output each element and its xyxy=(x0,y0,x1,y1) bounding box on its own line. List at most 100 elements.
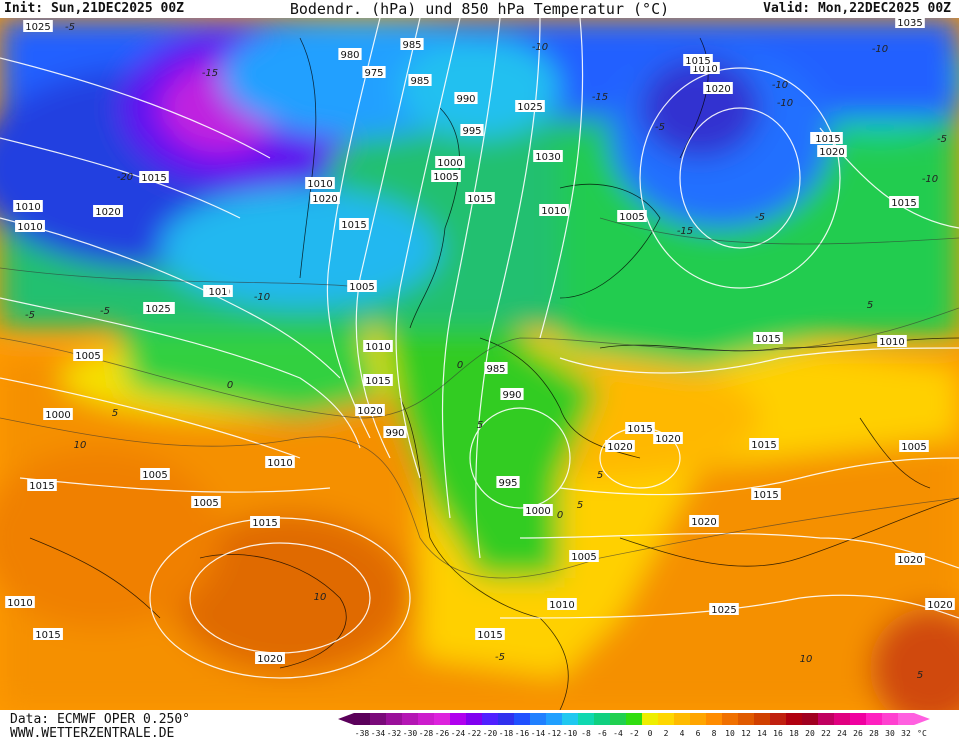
legend-tick-label: -12 xyxy=(546,729,562,738)
isobar-label: 1025 xyxy=(145,304,170,315)
isobar-label: 1015 xyxy=(627,424,652,435)
isotherm-label: -15 xyxy=(202,68,218,79)
isobar-label-bg xyxy=(255,652,285,664)
isobar-label: 1015 xyxy=(365,376,390,387)
isobar-label-bg xyxy=(454,92,478,104)
legend-swatch xyxy=(514,713,530,725)
isobar-label: 1020 xyxy=(927,600,952,611)
isobar-label: 1020 xyxy=(897,555,922,566)
legend-tick-label: -28 xyxy=(418,729,434,738)
isobar-label-bg xyxy=(27,479,57,491)
isobar-label-bg xyxy=(383,426,407,438)
temperature-shading xyxy=(0,18,959,728)
isotherm-label: -15 xyxy=(592,92,608,103)
isotherm-label: -5 xyxy=(100,306,110,317)
isobar-label: 1015 xyxy=(252,518,277,529)
legend-tick-label: 10 xyxy=(725,729,735,738)
legend-swatch xyxy=(370,713,386,725)
legend-swatch xyxy=(610,713,626,725)
isobar-label-bg xyxy=(484,362,508,374)
isobar-label: 1015 xyxy=(29,481,54,492)
isobar-label: 1005 xyxy=(901,442,926,453)
isobar-label: 1025 xyxy=(711,605,736,616)
isobar-label-bg xyxy=(191,496,221,508)
isobar-label: 985 xyxy=(410,76,429,87)
isobar-label: 1025 xyxy=(517,102,542,113)
isobar-label: 1020 xyxy=(705,84,730,95)
isobar-label: 995 xyxy=(462,126,481,137)
isobars xyxy=(0,17,959,679)
legend-tick-label: -34 xyxy=(370,729,386,738)
legend-swatch xyxy=(674,713,690,725)
legend-tick-label: 12 xyxy=(741,729,751,738)
legend-swatch xyxy=(770,713,786,725)
isotherm-label: -10 xyxy=(777,98,793,109)
isotherm-label: -10 xyxy=(254,292,270,303)
isobar-label-bg xyxy=(250,516,280,528)
isotherm-label: 0 xyxy=(557,510,563,521)
isobar-label-bg xyxy=(362,66,386,78)
data-source: Data: ECMWF OPER 0.250° xyxy=(10,712,191,727)
isobar-label: 1020 xyxy=(357,406,382,417)
legend-swatch xyxy=(418,713,434,725)
isobar-label: 1010 xyxy=(17,222,42,233)
legend-tick-label: -26 xyxy=(434,729,450,738)
legend-tick-label: 16 xyxy=(773,729,783,738)
legend-swatch xyxy=(658,713,674,725)
isotherm-labels: -5 -10 -15 -20 -5 -15 -10 -5 0 5 10 -5 -10 0 5 10 -5 -10 -… xyxy=(25,22,947,681)
isobar-label: 1035 xyxy=(897,18,922,29)
legend-arrow-right xyxy=(914,713,930,725)
legend-swatch xyxy=(866,713,882,725)
legend-tick-label: 24 xyxy=(837,729,847,738)
isobar-label: 1015 xyxy=(141,173,166,184)
isobar-label-bg xyxy=(460,124,484,136)
isobar-label-bg xyxy=(310,192,340,204)
isobar-label-bg xyxy=(143,302,173,314)
isotherm-label: 10 xyxy=(314,592,327,603)
isobar-label: 1015 xyxy=(891,198,916,209)
isobar-label: 1020 xyxy=(95,207,120,218)
isobar-label: 1010 xyxy=(541,206,566,217)
isobar-label: 1020 xyxy=(257,654,282,665)
legend-tick-label: -38 xyxy=(354,729,370,738)
isobar-label: 1005 xyxy=(619,212,644,223)
isobar-label-bg xyxy=(305,177,335,189)
legend-swatch xyxy=(834,713,850,725)
isobar-label: 1015 xyxy=(815,134,840,145)
weather-map[interactable]: 1025 1035 980 985 975 985 990 995 1000 1005 1010 10… xyxy=(0,16,959,728)
isobar-label-bg xyxy=(23,20,53,32)
isobar-label-bg xyxy=(5,596,35,608)
init-time: Init: Sun,21DEC2025 00Z xyxy=(4,1,185,16)
isobar-label-bg xyxy=(408,74,432,86)
isobar-label-bg xyxy=(749,438,779,450)
isobar-label: 1010 xyxy=(307,179,332,190)
isobar-label-bg xyxy=(605,440,635,452)
legend-swatch xyxy=(802,713,818,725)
isotherm-label: 5 xyxy=(867,300,873,311)
isobar-label: 1015 xyxy=(755,334,780,345)
isobar-label-bg xyxy=(33,628,63,640)
isotherm-label: -15 xyxy=(677,226,693,237)
isobar-label: 1020 xyxy=(655,434,680,445)
legend-swatch xyxy=(466,713,482,725)
isobar-label-bg xyxy=(435,156,465,168)
legend-tick-label: 8 xyxy=(711,729,717,738)
legend-tick-label: 0 xyxy=(647,729,653,738)
website-link[interactable]: WWW.WETTERZENTRALE.DE xyxy=(10,726,175,741)
isobar-label: 1015 xyxy=(751,440,776,451)
isobar-label-bg xyxy=(475,628,505,640)
isobar-label: 990 xyxy=(502,390,521,401)
isotherm-label: 5 xyxy=(577,500,583,511)
isobar-label: 1000 xyxy=(437,158,462,169)
isobar-label-bg xyxy=(206,285,230,297)
legend-tick-label: -16 xyxy=(514,729,530,738)
isobar-label-bg xyxy=(689,515,719,527)
legend-swatch xyxy=(786,713,802,725)
isotherm-label: -10 xyxy=(922,174,938,185)
isotherm-label: -5 xyxy=(25,310,35,321)
isobar-label: 1025 xyxy=(25,22,50,33)
isotherm-label: -5 xyxy=(65,22,75,33)
isobar-label: 1020 xyxy=(819,147,844,158)
isotherm-label: 5 xyxy=(112,408,118,419)
isobar-label-bg xyxy=(751,488,781,500)
